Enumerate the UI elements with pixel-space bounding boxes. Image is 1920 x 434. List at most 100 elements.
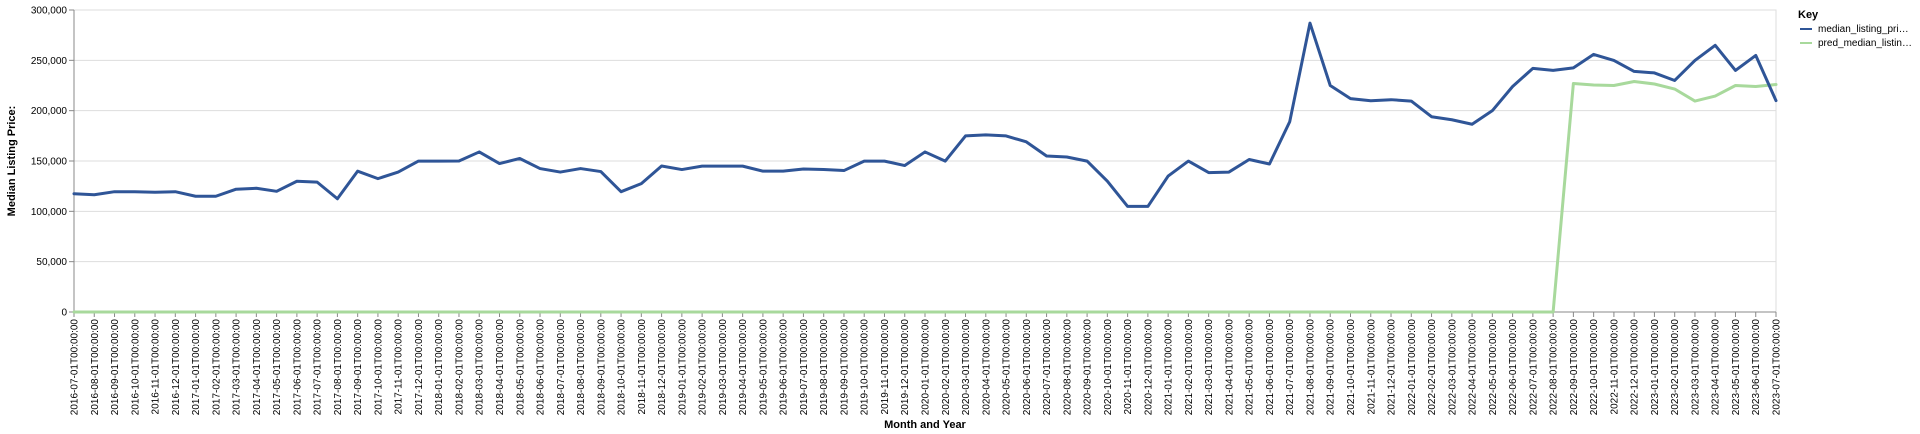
x-tick-label: 2019-05-01T00:00:00 [758,319,769,416]
x-tick-label: 2023-02-01T00:00:00 [1670,319,1681,416]
x-tick-label: 2022-02-01T00:00:00 [1427,319,1438,416]
x-tick-label: 2020-05-01T00:00:00 [1002,319,1013,416]
x-tick-label: 2019-02-01T00:00:00 [698,319,709,416]
x-tick-label: 2020-02-01T00:00:00 [941,319,952,416]
x-tick-label: 2017-04-01T00:00:00 [252,319,263,416]
x-tick-label: 2020-03-01T00:00:00 [961,319,972,416]
x-tick-label: 2016-10-01T00:00:00 [130,319,141,416]
y-tick-label: 300,000 [31,6,68,17]
gridlines [74,9,1776,313]
x-tick-label: 2021-09-01T00:00:00 [1326,319,1337,416]
x-tick-label: 2019-09-01T00:00:00 [839,319,850,416]
x-tick-label: 2020-09-01T00:00:00 [1083,319,1094,416]
x-tick-label: 2016-08-01T00:00:00 [90,319,101,416]
series-line-median-listing-price [72,21,1778,208]
x-tick-label: 2018-07-01T00:00:00 [556,319,567,416]
x-tick-label: 2018-08-01T00:00:00 [576,319,587,416]
x-tick-label: 2020-08-01T00:00:00 [1062,319,1073,416]
x-tick-label: 2018-12-01T00:00:00 [657,319,668,416]
x-tick-label: 2021-11-01T00:00:00 [1366,319,1377,415]
x-tick-label: 2023-05-01T00:00:00 [1731,319,1742,416]
series-lines [72,21,1778,314]
x-tick-label: 2022-05-01T00:00:00 [1488,319,1499,416]
x-tick-label: 2021-08-01T00:00:00 [1305,319,1316,416]
series-line-pred-median-listing-price [72,79,1778,314]
x-tick-label: 2022-01-01T00:00:00 [1407,319,1418,416]
x-tick-label: 2017-02-01T00:00:00 [211,319,222,416]
y-tick-label: 200,000 [31,106,68,117]
legend-label: pred_median_listin… [1818,38,1912,49]
x-tick-label: 2021-06-01T00:00:00 [1265,319,1276,416]
legend-label: median_listing_pri… [1818,24,1909,35]
y-tick-label: 250,000 [31,56,68,67]
x-tick-label: 2023-06-01T00:00:00 [1751,319,1762,416]
x-tick-label: 2019-11-01T00:00:00 [880,319,891,415]
x-tick-label: 2018-10-01T00:00:00 [617,319,628,416]
x-tick-label: 2020-06-01T00:00:00 [1022,319,1033,416]
x-tick-label: 2019-12-01T00:00:00 [900,319,911,416]
x-tick-label: 2017-10-01T00:00:00 [373,319,384,416]
x-tick-label: 2023-04-01T00:00:00 [1711,319,1722,416]
x-tick-label: 2023-03-01T00:00:00 [1690,319,1701,416]
x-axis-ticks: 2016-07-01T00:00:00 2016-08-01T00:00:00 20… [70,312,1783,415]
y-axis-title: Median Listing Price: [6,106,18,217]
x-tick-label: 2021-04-01T00:00:00 [1224,319,1235,416]
y-tick-label: 50,000 [36,257,67,268]
x-tick-label: 2021-05-01T00:00:00 [1245,319,1256,416]
x-tick-label: 2021-10-01T00:00:00 [1346,319,1357,416]
x-tick-label: 2019-04-01T00:00:00 [738,319,749,416]
x-tick-label: 2021-01-01T00:00:00 [1164,319,1175,416]
x-tick-label: 2022-03-01T00:00:00 [1447,319,1458,416]
x-tick-label: 2017-07-01T00:00:00 [313,319,324,416]
x-tick-label: 2022-07-01T00:00:00 [1528,319,1539,416]
y-tick-label: 0 [61,308,67,319]
x-tick-label: 2019-06-01T00:00:00 [779,319,790,416]
x-tick-label: 2019-07-01T00:00:00 [799,319,810,416]
x-tick-label: 2021-12-01T00:00:00 [1387,319,1398,416]
x-tick-label: 2017-05-01T00:00:00 [272,319,283,416]
x-tick-label: 2016-09-01T00:00:00 [110,319,121,416]
x-axis-title: Month and Year [884,419,966,431]
x-tick-label: 2018-05-01T00:00:00 [515,319,526,416]
x-tick-label: 2017-03-01T00:00:00 [232,319,243,416]
x-tick-label: 2020-07-01T00:00:00 [1042,319,1053,416]
x-tick-label: 2019-03-01T00:00:00 [718,319,729,416]
x-tick-label: 2019-08-01T00:00:00 [819,319,830,416]
x-tick-label: 2023-01-01T00:00:00 [1650,319,1661,416]
legend-title: Key [1798,9,1819,21]
y-axis-ticks: 0 50,000 100,000 150,000 200,000 250,000 300,0… [31,6,74,319]
y-tick-label: 100,000 [31,207,68,218]
x-tick-label: 2017-09-01T00:00:00 [353,319,364,416]
x-tick-label: 2018-02-01T00:00:00 [454,319,465,416]
x-tick-label: 2022-10-01T00:00:00 [1589,319,1600,416]
x-tick-label: 2017-06-01T00:00:00 [292,319,303,416]
x-tick-label: 2017-11-01T00:00:00 [394,319,405,415]
x-tick-label: 2021-07-01T00:00:00 [1285,319,1296,416]
x-tick-label: 2020-12-01T00:00:00 [1143,319,1154,416]
x-tick-label: 2023-07-01T00:00:00 [1772,319,1783,416]
x-tick-label: 2020-01-01T00:00:00 [921,319,932,416]
x-tick-label: 2019-10-01T00:00:00 [860,319,871,416]
x-tick-label: 2018-11-01T00:00:00 [637,319,648,415]
x-tick-label: 2022-12-01T00:00:00 [1630,319,1641,416]
x-tick-label: 2020-10-01T00:00:00 [1103,319,1114,416]
x-tick-label: 2019-01-01T00:00:00 [677,319,688,416]
x-tick-label: 2022-04-01T00:00:00 [1468,319,1479,416]
legend-items: median_listing_pri… pred_median_listin… [1800,24,1912,49]
x-tick-label: 2020-04-01T00:00:00 [981,319,992,416]
x-tick-label: 2021-02-01T00:00:00 [1184,319,1195,416]
x-tick-label: 2016-12-01T00:00:00 [171,319,182,416]
x-tick-label: 2016-11-01T00:00:00 [151,319,162,415]
x-tick-label: 2022-08-01T00:00:00 [1549,319,1560,416]
x-tick-label: 2022-06-01T00:00:00 [1508,319,1519,416]
x-tick-label: 2018-01-01T00:00:00 [434,319,445,416]
x-tick-label: 2017-01-01T00:00:00 [191,319,202,416]
x-tick-label: 2018-09-01T00:00:00 [596,319,607,416]
x-tick-label: 2021-03-01T00:00:00 [1204,319,1215,416]
x-tick-label: 2017-12-01T00:00:00 [414,319,425,416]
legend: Key median_listing_pri… pred_median_listi… [1798,9,1912,49]
x-tick-label: 2016-07-01T00:00:00 [70,319,81,416]
x-tick-label: 2017-08-01T00:00:00 [333,319,344,416]
x-tick-label: 2022-11-01T00:00:00 [1609,319,1620,415]
